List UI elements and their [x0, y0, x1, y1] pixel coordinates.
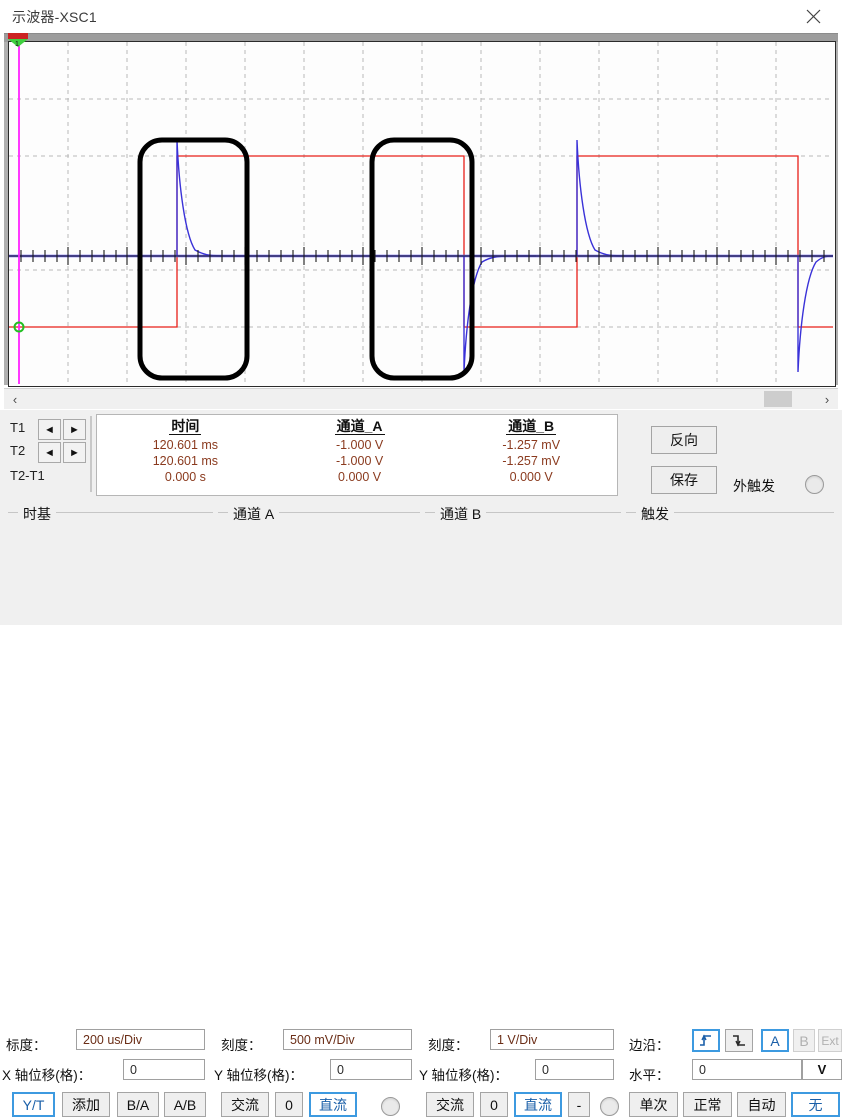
timebase-mode-add[interactable]: 添加	[62, 1092, 110, 1117]
trigger-edge-label: 边沿：	[629, 1038, 670, 1053]
channel-b-scale-input[interactable]: 1 V/Div	[490, 1029, 614, 1050]
readout-col-channel-b: 通道_B	[506, 418, 557, 435]
cursor-diff-label: T2-T1	[10, 468, 45, 483]
channel-b-coupling-dc[interactable]: 直流	[514, 1092, 562, 1117]
trigger-source-a[interactable]: A	[761, 1029, 789, 1052]
timebase-group: 时基	[8, 504, 213, 620]
trigger-mode-auto[interactable]: 自动	[737, 1092, 786, 1117]
channel-a-probe-radio[interactable]	[381, 1097, 400, 1116]
t1-time: 120.601 ms	[152, 438, 219, 452]
trigger-source-ext: Ext	[818, 1029, 842, 1052]
trigger-mode-normal[interactable]: 正常	[683, 1092, 732, 1117]
highlight-box-1	[137, 137, 250, 381]
falling-edge-icon[interactable]	[725, 1029, 753, 1052]
trigger-title: 触发	[636, 504, 674, 524]
channel-b-offset-input[interactable]: 0	[535, 1059, 614, 1080]
waveform-svg	[9, 42, 833, 384]
highlight-annotations	[137, 137, 475, 381]
trigger-source-b: B	[793, 1029, 815, 1052]
channel-b-title: 通道 B	[435, 504, 487, 524]
channel-b-coupling-ac[interactable]: 交流	[426, 1092, 474, 1117]
horizontal-scrollbar[interactable]: ‹ ›	[4, 388, 838, 409]
channel-b-coupling-inv[interactable]: -	[568, 1092, 590, 1117]
ext-trigger-label: 外触发	[733, 478, 775, 494]
trigger-mode-single[interactable]: 单次	[629, 1092, 678, 1117]
timebase-scale-input[interactable]: 200 us/Div	[76, 1029, 205, 1050]
trigger-mode-none[interactable]: 无	[791, 1092, 840, 1117]
timebase-mode-yt[interactable]: Y/T	[12, 1092, 55, 1117]
close-icon[interactable]	[800, 4, 826, 28]
t1-channel-b: -1.257 mV	[502, 438, 561, 452]
trigger-group: 触发	[626, 504, 834, 620]
channel-b-scale-label: 刻度：	[428, 1038, 469, 1053]
control-panel: 时基 标度： 200 us/Div X 轴位移(格)： 0 Y/T 添加 B/A…	[0, 498, 842, 1117]
measurement-band: T1 ◄ ► T2 ◄ ► T2-T1 时间 通道_A 通道_B 120	[0, 410, 842, 498]
diff-channel-a: 0.000 V	[338, 470, 382, 484]
trigger-level-unit[interactable]: V	[802, 1059, 842, 1080]
channel-a-offset-input[interactable]: 0	[330, 1059, 412, 1080]
t1-channel-a: -1.000 V	[335, 438, 384, 452]
channel-b-group: 通道 B	[425, 504, 621, 620]
diff-time: 0.000 s	[164, 470, 206, 484]
diff-channel-b: 0.000 V	[509, 470, 553, 484]
channel-a-title: 通道 A	[228, 504, 280, 524]
readout-col-time: 时间	[169, 418, 202, 435]
t1-left-button[interactable]: ◄	[38, 419, 61, 440]
t2-time: 120.601 ms	[152, 454, 219, 468]
timebase-mode-ba[interactable]: B/A	[117, 1092, 159, 1117]
t2-right-button[interactable]: ►	[63, 442, 86, 463]
channel-b-probe-radio[interactable]	[600, 1097, 619, 1116]
cursor-selector: T1 ◄ ► T2 ◄ ► T2-T1	[6, 416, 92, 492]
svg-text:1: 1	[15, 41, 19, 47]
measurement-readout: 时间 通道_A 通道_B 120.601 ms -1.000 V -1.257 …	[96, 414, 618, 496]
scope-top-rail	[4, 33, 838, 42]
channel-a-group: 通道 A	[218, 504, 420, 620]
channel-a-scale-input[interactable]: 500 mV/Div	[283, 1029, 412, 1050]
reverse-button[interactable]: 反向	[651, 426, 717, 454]
ext-trigger-radio[interactable]	[805, 475, 824, 494]
waveform-display[interactable]	[8, 41, 836, 387]
channel-b-offset-label: Y 轴位移(格)：	[419, 1068, 509, 1083]
channel-a-coupling-gnd[interactable]: 0	[275, 1092, 303, 1117]
timebase-scale-label: 标度：	[6, 1038, 47, 1053]
readout-table: 时间 通道_A 通道_B 120.601 ms -1.000 V -1.257 …	[97, 415, 617, 485]
t2-channel-b: -1.257 mV	[502, 454, 561, 468]
readout-header-row: 时间 通道_A 通道_B	[97, 415, 617, 437]
table-row: 120.601 ms -1.000 V -1.257 mV	[97, 437, 617, 453]
channel-a-coupling-ac[interactable]: 交流	[221, 1092, 269, 1117]
highlight-box-2	[369, 137, 475, 381]
timebase-title: 时基	[18, 504, 56, 524]
t2-left-button[interactable]: ◄	[38, 442, 61, 463]
table-row: 0.000 s 0.000 V 0.000 V	[97, 469, 617, 485]
scrollbar-thumb[interactable]	[764, 391, 792, 407]
channel-a-scale-label: 刻度：	[221, 1038, 262, 1053]
window-title-bar: 示波器-XSC1	[0, 0, 842, 33]
timebase-offset-input[interactable]: 0	[123, 1059, 205, 1080]
timebase-offset-label: X 轴位移(格)：	[2, 1068, 92, 1083]
table-row: 120.601 ms -1.000 V -1.257 mV	[97, 453, 617, 469]
channel-b-coupling-gnd[interactable]: 0	[480, 1092, 508, 1117]
window-title: 示波器-XSC1	[12, 9, 97, 25]
scroll-right-icon[interactable]: ›	[824, 391, 830, 407]
cursor-t1-label: T1	[10, 420, 26, 435]
scroll-left-icon[interactable]: ‹	[12, 391, 18, 407]
timebase-mode-ab[interactable]: A/B	[164, 1092, 206, 1117]
cursor-1-handle[interactable]: 1	[8, 33, 30, 48]
channel-a-offset-label: Y 轴位移(格)：	[214, 1068, 304, 1083]
cursor-t2-label: T2	[10, 443, 26, 458]
trigger-level-label: 水平：	[629, 1068, 670, 1083]
t1-right-button[interactable]: ►	[63, 419, 86, 440]
save-button[interactable]: 保存	[651, 466, 717, 494]
trigger-level-input[interactable]: 0	[692, 1059, 802, 1080]
cursor-1-line[interactable]	[13, 42, 25, 384]
t2-channel-a: -1.000 V	[335, 454, 384, 468]
rising-edge-icon[interactable]	[692, 1029, 720, 1052]
readout-col-channel-a: 通道_A	[334, 418, 385, 435]
channel-a-coupling-dc[interactable]: 直流	[309, 1092, 357, 1117]
axis-ticks	[9, 247, 833, 265]
